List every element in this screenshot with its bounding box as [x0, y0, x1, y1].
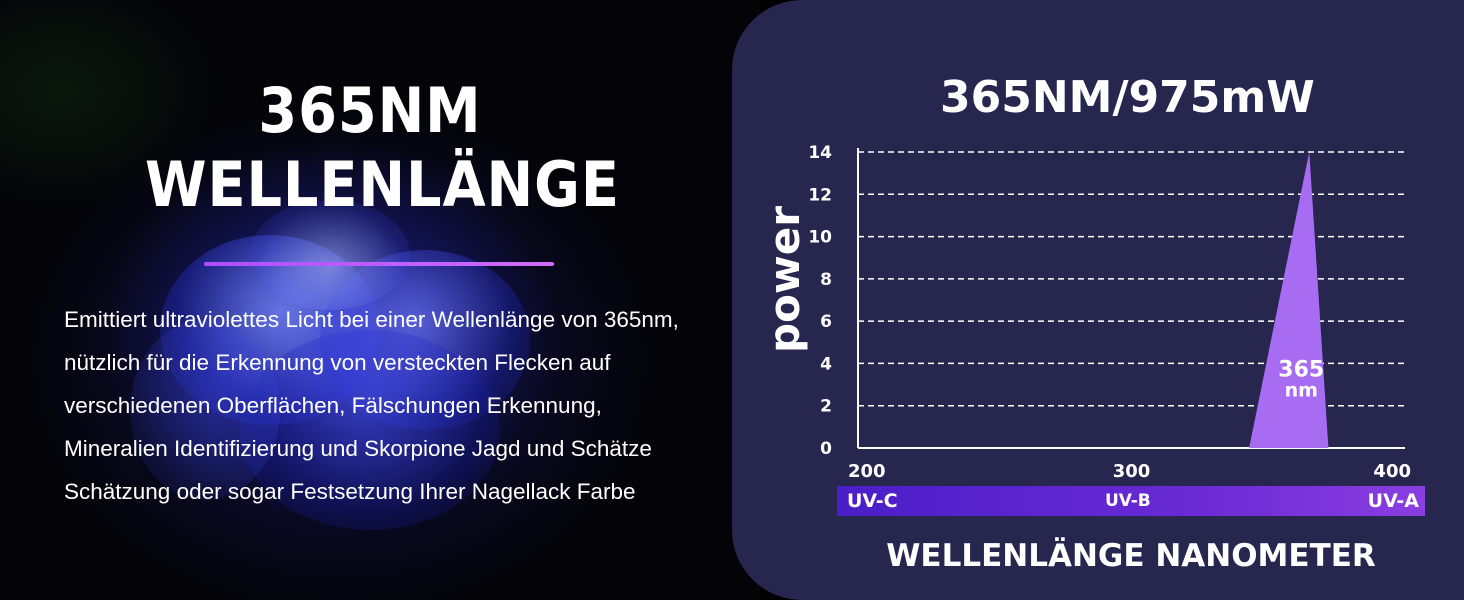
peak-spike [1249, 152, 1329, 448]
headline-divider [204, 262, 554, 266]
y-tick-label: 12 [808, 185, 832, 205]
headline-line-2: WELLENLÄNGE [145, 148, 620, 221]
spectrum-chart: 0 2 4 6 8 10 12 14 200 300 400 365nm [808, 143, 1411, 482]
y-tick-label: 10 [808, 228, 832, 248]
x-tick-label: 300 [1113, 461, 1151, 482]
y-axis-label: power [760, 206, 809, 353]
y-tick-label: 4 [820, 354, 832, 374]
x-tick-label: 400 [1373, 461, 1411, 482]
rose-petal [130, 320, 280, 500]
rose-petal [240, 330, 500, 530]
product-photo-blue-rose [0, 0, 760, 600]
y-tick-label: 2 [820, 397, 832, 417]
y-tick-label: 6 [820, 312, 832, 332]
band-label-uv-b: UV-B [1105, 491, 1151, 511]
peak-label-value: 365 [1278, 358, 1324, 383]
band-label-uv-c: UV-C [847, 490, 898, 512]
x-tick-label: 200 [848, 461, 886, 482]
band-label-uv-a: UV-A [1367, 490, 1419, 512]
rose-petal [250, 200, 410, 310]
y-tick-label: 8 [820, 270, 832, 290]
y-tick-label: 14 [808, 143, 832, 163]
peak-label-unit: nm [1285, 380, 1318, 402]
headline-line-1: 365NM [258, 74, 482, 147]
chart-title: 365NM/975mW [940, 72, 1315, 123]
headline: 365NM WELLENLÄNGE [145, 74, 620, 222]
description-text: Emittiert ultraviolettes Licht bei einer… [64, 307, 679, 504]
x-axis-label: WELLENLÄNGE NANOMETER [886, 538, 1376, 574]
uv-band-bar: UV-C UV-B UV-A [837, 486, 1425, 516]
y-tick-label: 0 [820, 439, 832, 459]
